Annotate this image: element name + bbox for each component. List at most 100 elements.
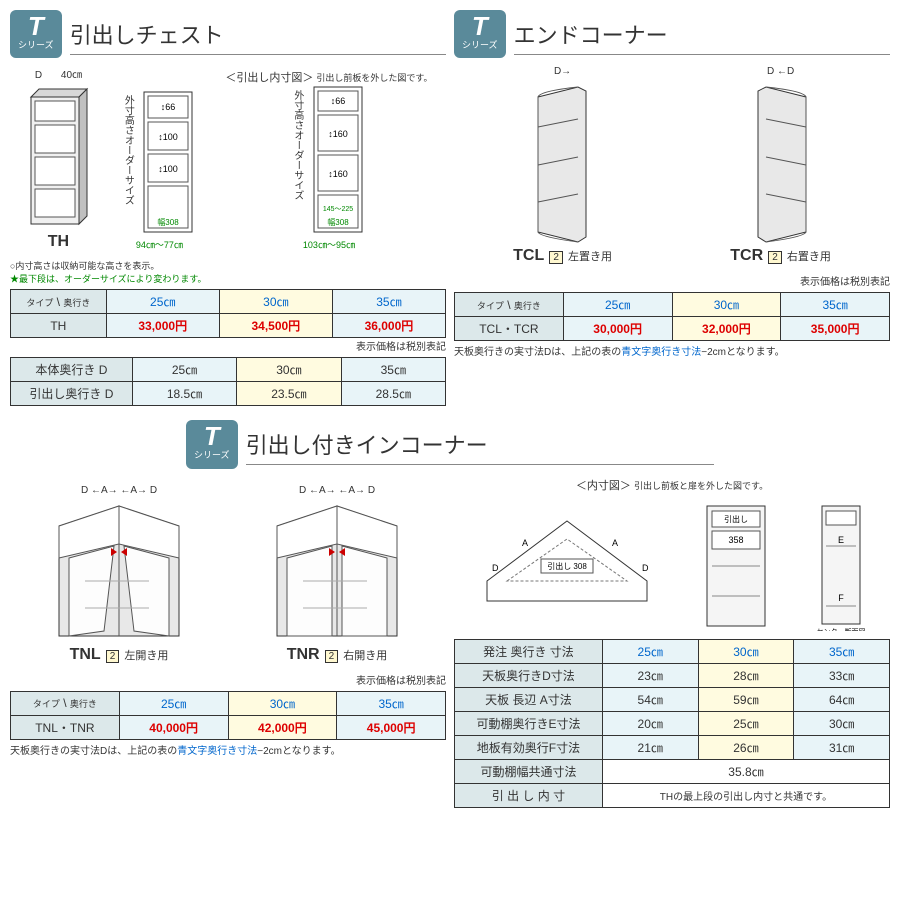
ec-p1: 30,000円: [563, 317, 672, 341]
incorner-left: D ←A→ ←A→ D TNL 2 左開き用: [10, 477, 446, 808]
svg-text:↕160: ↕160: [328, 129, 348, 139]
tcr-diag: D ←D TCR 2 右置き用: [730, 66, 831, 265]
ic-c1: 25㎝: [119, 691, 228, 715]
incorner-diags: D ←A→ ←A→ D TNL 2 左開き用: [10, 485, 446, 664]
svg-text:↕100: ↕100: [159, 132, 179, 142]
sr7: 引 出 し 内 寸: [455, 783, 603, 807]
corner-foot: 天板奥行きの実寸法Dは、上記の表の青文字奥行き寸法−2cmとなります。: [454, 343, 890, 358]
chest-inner1: 外寸高さオーダーサイズ ↕66 ↕100 ↕100 幅308 94㎝〜77㎝: [120, 90, 198, 251]
section-top: T シリーズ 引出しチェスト D 40㎝ TH: [10, 10, 890, 406]
panel-end-corner: T シリーズ エンドコーナー D→ TCL 2 左置き用 D ←D: [454, 10, 890, 406]
sr3: 天板 長辺 A寸法: [455, 687, 603, 711]
inner2-svg: ↕66 ↕160 ↕160 145〜225 幅308: [308, 85, 368, 235]
ic-c2: 30㎝: [228, 691, 337, 715]
dt12: 30㎝: [237, 358, 341, 382]
ic-foot: 天板奥行きの実寸法Dは、上記の表の青文字奥行き寸法−2cmとなります。: [10, 742, 446, 757]
svg-text:F: F: [839, 593, 845, 603]
svg-text:↕100: ↕100: [159, 164, 179, 174]
header-incorner: T シリーズ 引出し付きインコーナー: [186, 420, 714, 468]
dt21: 18.5㎝: [132, 382, 236, 406]
p2: 34,500円: [219, 314, 332, 338]
badge-letter: T: [18, 12, 54, 41]
svg-text:E: E: [838, 535, 844, 545]
ec-row: TCL・TCR: [455, 317, 564, 341]
tnr-diag: D ←A→ ←A→ D TNR 2 右開き用: [267, 485, 407, 664]
caption-sub: 引出し前板を外した図です。: [316, 73, 432, 83]
c1: 25㎝: [106, 290, 219, 314]
d1-label: 外寸高さオーダーサイズ: [120, 90, 135, 210]
sr6: 可動棚幅共通寸法: [455, 759, 603, 783]
sr4: 可動棚奥行きE寸法: [455, 711, 603, 735]
d2-range: 103㎝〜95㎝: [225, 238, 432, 251]
c3: 35㎝: [332, 290, 445, 314]
tnl-svg: [49, 496, 189, 646]
caption: ＜引出し内寸図＞: [225, 72, 313, 84]
th-depth: 奥行き: [63, 298, 90, 308]
ec-c3: 35㎝: [781, 293, 890, 317]
header-corner: T シリーズ エンドコーナー: [454, 10, 890, 58]
ic-price-note: 表示価格は税別表記: [10, 672, 446, 687]
side-label: センター断面図: [817, 627, 866, 631]
ec-c1: 25㎝: [563, 293, 672, 317]
model-th: TH: [23, 233, 93, 251]
ic-p3: 45,000円: [337, 715, 446, 739]
svg-text:↕160: ↕160: [328, 169, 348, 179]
t-badge-2: T シリーズ: [454, 10, 506, 58]
title-incorner: 引出し付きインコーナー: [246, 424, 714, 465]
inner-side-svg: E F センター断面図: [817, 501, 867, 631]
tcr-label: TCR 2 右置き用: [730, 247, 831, 265]
chest-3d: D 40㎝ TH: [23, 66, 93, 251]
tcl-label: TCL 2 左置き用: [513, 247, 612, 265]
chest-diagrams: D 40㎝ TH 外寸高さオーダーサイズ ↕66 ↕1: [10, 66, 446, 251]
ec-p2: 32,000円: [672, 317, 781, 341]
svg-text:↕66: ↕66: [331, 96, 346, 106]
tcl-svg: [528, 77, 598, 247]
inner-header: ＜内寸図＞ 引出し前板と扉を外した図です。: [454, 477, 890, 493]
ic-c3: 35㎝: [337, 691, 446, 715]
dt11: 25㎝: [132, 358, 236, 382]
incorner-right: ＜内寸図＞ 引出し前板と扉を外した図です。 引出し 308 DD AA 引出し …: [454, 477, 890, 808]
svg-text:引出し 308: 引出し 308: [547, 561, 587, 571]
tnl-diag: D ←A→ ←A→ D TNL 2 左開き用: [49, 485, 189, 664]
dt23: 28.5㎝: [341, 382, 445, 406]
svg-text:引出し: 引出し: [724, 514, 748, 524]
dim-d: D 40㎝: [23, 66, 93, 81]
svg-text:幅308: 幅308: [327, 217, 349, 227]
chest-depth-table: 本体奥行き D 25㎝ 30㎝ 35㎝ 引出し奥行き D 18.5㎝ 23.5㎝…: [10, 357, 446, 406]
ic-p1: 40,000円: [119, 715, 228, 739]
title-chest: 引出しチェスト: [70, 14, 446, 55]
incorner-price-table: タイプ \ 奥行き 25㎝ 30㎝ 35㎝ TNL・TNR 40,000円 42…: [10, 691, 446, 740]
chest-price-table: タイプ \ 奥行き 25㎝ 30㎝ 35㎝ TH 33,000円 34,500円…: [10, 289, 446, 338]
tnr-svg: [267, 496, 407, 646]
chest-notes: ○内寸高さは収納可能な高さを表示。 ★最下段は、オーダーサイズにより変わります。: [10, 259, 446, 285]
badge-sub: シリーズ: [18, 41, 54, 51]
chest-inner2: ＜引出し内寸図＞ 引出し前板を外した図です。 外寸高さオーダーサイズ ↕66 ↕…: [225, 69, 432, 251]
inner1-svg: ↕66 ↕100 ↕100 幅308: [138, 90, 198, 235]
svg-text:A: A: [612, 538, 618, 548]
p3: 36,000円: [332, 314, 445, 338]
c2: 30㎝: [219, 290, 332, 314]
p1: 33,000円: [106, 314, 219, 338]
th-type: タイプ: [26, 298, 53, 308]
t-badge: T シリーズ: [10, 10, 62, 58]
t-badge-3: T シリーズ: [186, 420, 238, 468]
inner-front-svg: 引出し 358: [702, 501, 772, 631]
d2-label: 外寸高さオーダーサイズ: [290, 85, 305, 205]
sr1: 発注 奥行き 寸法: [455, 639, 603, 663]
price-note: 表示価格は税別表記: [10, 338, 446, 353]
svg-text:A: A: [522, 538, 528, 548]
sr2: 天板奥行きD寸法: [455, 663, 603, 687]
section-bottom: T シリーズ 引出し付きインコーナー D ←A→ ←A→ D: [10, 420, 890, 807]
ec-c2: 30㎝: [672, 293, 781, 317]
dt-r1: 本体奥行き D: [11, 358, 133, 382]
svg-text:↕66: ↕66: [161, 102, 176, 112]
sr5: 地板有効奥行F寸法: [455, 735, 603, 759]
row-th: TH: [11, 314, 107, 338]
svg-text:358: 358: [728, 535, 743, 545]
inner-top-svg: 引出し 308 DD AA: [477, 511, 657, 631]
header-chest: T シリーズ 引出しチェスト: [10, 10, 446, 58]
tnr-label: TNR 2 右開き用: [267, 646, 407, 664]
ic-row: TNL・TNR: [11, 715, 120, 739]
d1-range: 94㎝〜77㎝: [120, 238, 198, 251]
tcl-diag: D→ TCL 2 左置き用: [513, 66, 612, 265]
